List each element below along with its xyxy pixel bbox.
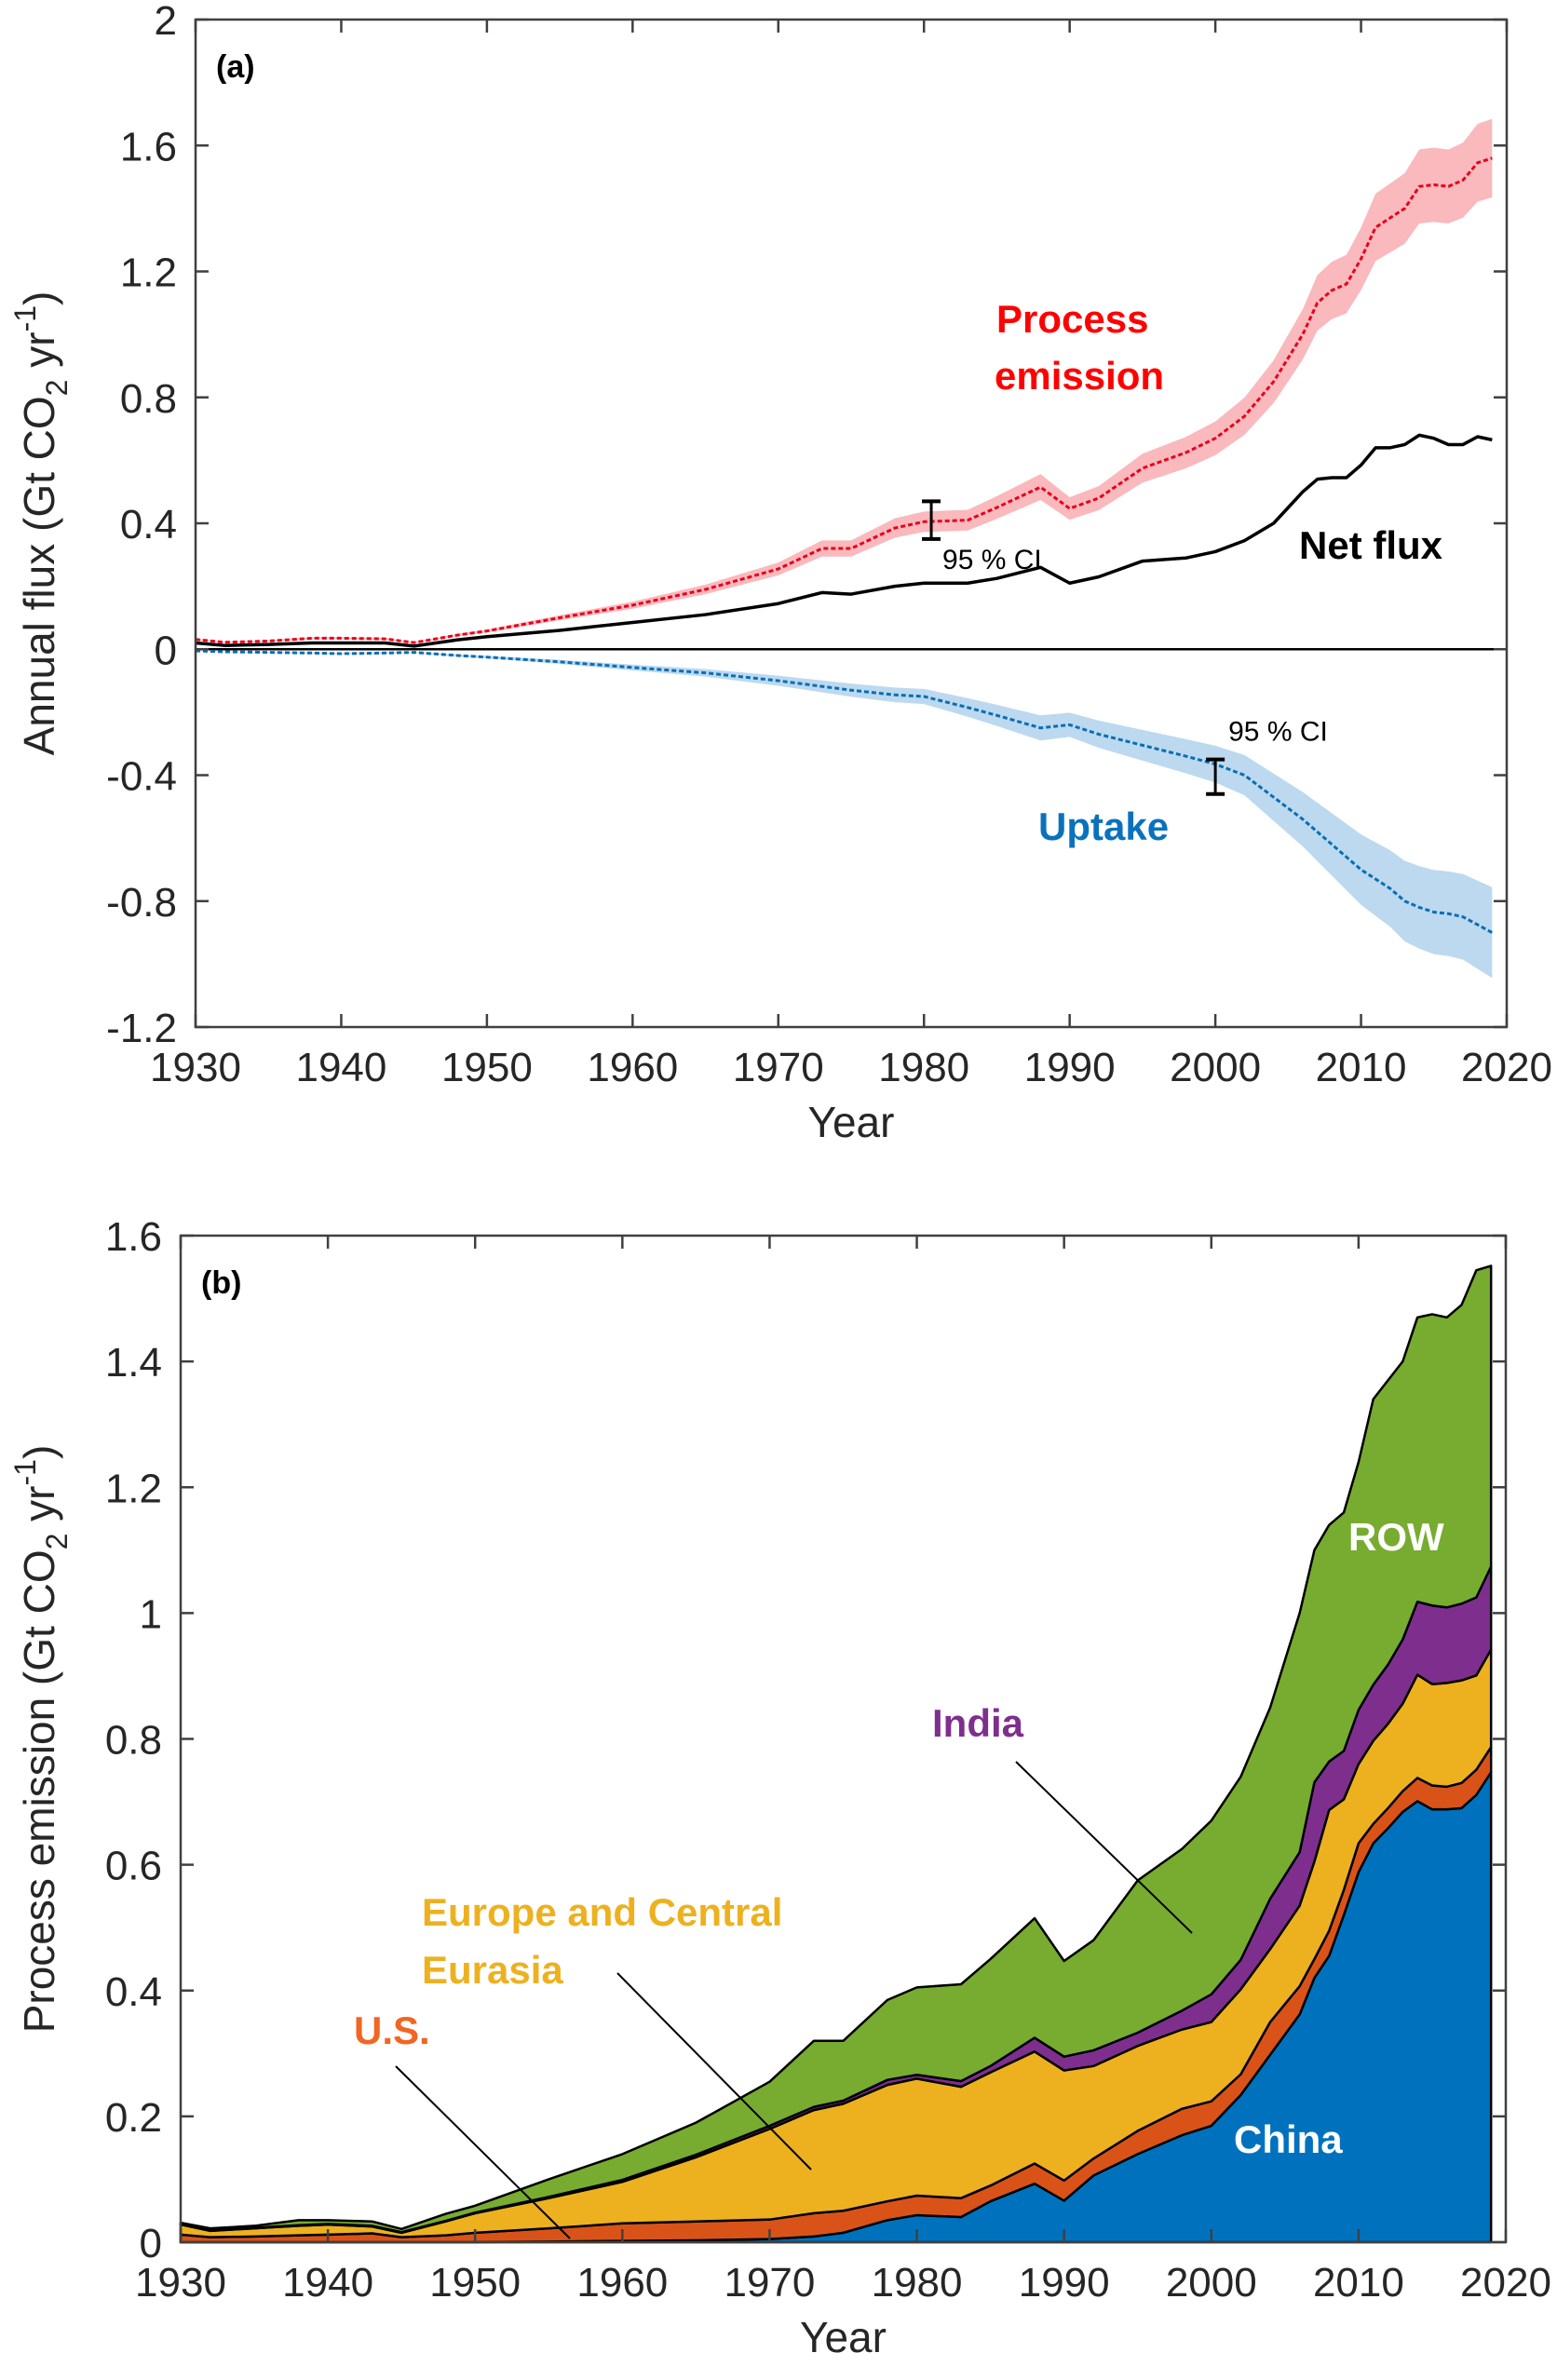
x-tick-label: 2000 <box>1170 1045 1261 1090</box>
series-label-process-emission-line2: emission <box>995 354 1164 398</box>
y-title-sub: 2 <box>40 1534 74 1550</box>
y-tick-label: 0.4 <box>120 502 177 548</box>
panel-a: 95 % CI 95 % CI 1930 1940 1950 1960 1970 1980 1… <box>8 0 1552 1146</box>
y-tick-label: 1.2 <box>120 250 177 296</box>
ci-error-bar <box>922 499 941 541</box>
ci-label: 95 % CI <box>1228 717 1328 748</box>
x-tick-label: 2000 <box>1166 2260 1257 2306</box>
ci-error-bar <box>1206 757 1225 796</box>
x-tick-label: 1950 <box>429 2260 521 2306</box>
x-tick-label: 2010 <box>1316 1045 1407 1090</box>
x-tick-label: 1930 <box>135 2260 226 2306</box>
y-tick-label: 1.4 <box>105 1340 162 1386</box>
y-axis-title-a: Annual flux (Gt CO2 yr-1) <box>8 291 74 756</box>
series-line-net-flux <box>195 433 1493 648</box>
x-tick-label: 2020 <box>1461 1045 1552 1090</box>
y-title-mid: yr <box>15 1485 63 1533</box>
area-row <box>179 1264 1493 2234</box>
y-tick-label: 0.6 <box>105 1844 162 1889</box>
x-tick-label: 1930 <box>150 1045 241 1090</box>
y-title-end: ) <box>15 291 63 305</box>
y-tick-label: -1.2 <box>106 1006 177 1051</box>
y-tick-label: 0 <box>155 628 177 673</box>
leader-line-us <box>395 2065 571 2239</box>
area-label-us: U.S. <box>354 2008 430 2052</box>
x-tick-label: 1980 <box>872 2260 963 2306</box>
panel-label-a: (a) <box>216 49 255 85</box>
leader-line-india <box>1015 1761 1193 1934</box>
series-label-uptake: Uptake <box>1038 805 1169 848</box>
area-label-india: India <box>932 1701 1024 1745</box>
leader-line-europe <box>616 1972 812 2170</box>
x-tick-label: 1940 <box>295 1045 386 1090</box>
x-tick-label: 1940 <box>282 2260 373 2306</box>
y-tick-label: 0 <box>140 2221 162 2266</box>
y-title-sub: 2 <box>40 380 74 397</box>
area-label-china: China <box>1234 2117 1343 2161</box>
axis-ticks-b: 1930 1940 1950 1960 1970 1980 1990 2000 2010 2020… <box>105 1214 1551 2306</box>
y-tick-label: 1.2 <box>105 1466 162 1511</box>
y-axis-title-b: Process emission (Gt CO2 yr-1) <box>8 1445 74 2034</box>
area-label-europe-line2: Eurasia <box>422 1948 563 1992</box>
ci-annotations: 95 % CI 95 % CI <box>922 499 1328 796</box>
x-tick-label: 1970 <box>733 1045 824 1090</box>
x-tick-label: 1970 <box>724 2260 815 2306</box>
series-line-uptake <box>195 649 1494 934</box>
leader-lines <box>395 1761 1193 2239</box>
ci-label: 95 % CI <box>942 545 1042 575</box>
x-tick-label: 1950 <box>441 1045 533 1090</box>
axis-ticks-a: 1930 1940 1950 1960 1970 1980 1990 2000 2010 2020… <box>106 0 1552 1090</box>
y-tick-label: 0.2 <box>105 2095 162 2141</box>
x-axis-title-b: Year <box>800 2313 887 2361</box>
series-label-net-flux: Net flux <box>1299 523 1443 567</box>
y-tick-label: 0.4 <box>105 1969 162 2015</box>
ci-bands <box>196 118 1493 979</box>
series-label-process-emission: Process <box>996 297 1148 341</box>
area-label-europe: Europe and Central <box>422 1890 782 1934</box>
ci-band-process-emission <box>196 118 1493 643</box>
y-tick-label: 1.6 <box>120 124 177 169</box>
panel-b: 1930 1940 1950 1960 1970 1980 1990 2000 2010 2020… <box>8 1214 1551 2361</box>
x-tick-label: 1990 <box>1019 2260 1110 2306</box>
x-tick-label: 1980 <box>878 1045 969 1090</box>
y-tick-label: 1.6 <box>105 1214 162 1260</box>
y-title-sup: -1 <box>8 305 42 331</box>
panel-label-b: (b) <box>201 1265 241 1301</box>
stacked-areas <box>179 1264 1493 2244</box>
x-tick-label: 1960 <box>576 2260 668 2306</box>
x-tick-label: 2020 <box>1460 2260 1551 2306</box>
y-tick-label: -0.4 <box>106 754 177 800</box>
y-tick-label: 1 <box>140 1591 162 1637</box>
y-title-end: ) <box>15 1445 63 1459</box>
y-tick-label: -0.8 <box>106 880 177 926</box>
series-line-process-emission <box>195 156 1493 644</box>
y-tick-label: 0.8 <box>120 376 177 422</box>
area-label-row: ROW <box>1348 1515 1444 1559</box>
x-tick-label: 1960 <box>587 1045 678 1090</box>
y-tick-label: 2 <box>155 0 177 44</box>
x-axis-title-a: Year <box>808 1098 895 1146</box>
y-title-main: Process emission (Gt CO <box>15 1549 63 2033</box>
y-title-main: Annual flux (Gt CO <box>15 396 63 755</box>
y-title-sup: -1 <box>8 1459 42 1485</box>
x-tick-label: 1990 <box>1024 1045 1116 1090</box>
y-tick-label: 0.8 <box>105 1718 162 1764</box>
y-title-mid: yr <box>15 331 63 379</box>
x-tick-label: 2010 <box>1313 2260 1404 2306</box>
series-lines <box>195 156 1494 934</box>
